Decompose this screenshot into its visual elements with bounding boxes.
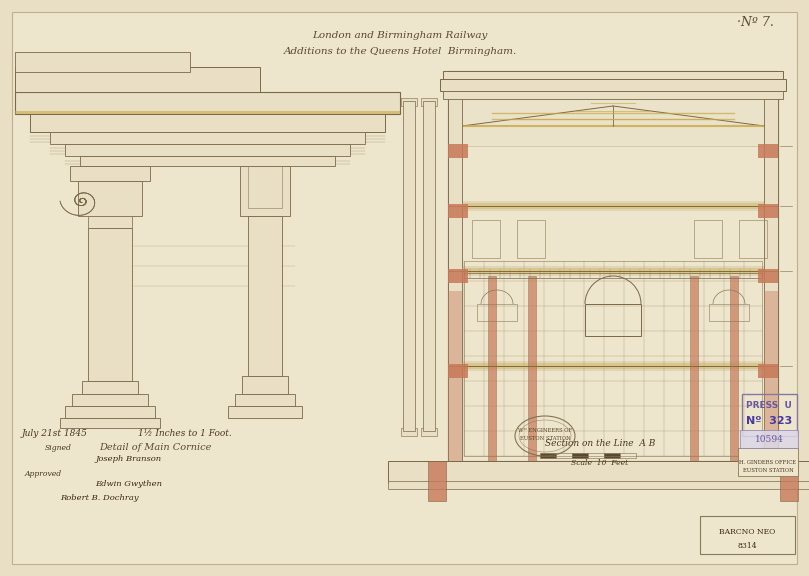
Bar (30, 114, 385, 132)
Bar (15, 67, 260, 92)
Text: EUSTON STATION: EUSTON STATION (743, 468, 794, 472)
Bar (448, 144, 468, 158)
Bar (240, 166, 290, 216)
Bar (764, 71, 778, 461)
Bar (758, 144, 778, 158)
Bar (464, 273, 762, 278)
Bar (694, 220, 722, 258)
Text: ·Nº 7.: ·Nº 7. (736, 17, 773, 29)
Text: Detail of Main Cornice: Detail of Main Cornice (99, 444, 211, 453)
Bar (248, 166, 282, 208)
Bar (780, 461, 798, 501)
Bar (448, 99, 778, 146)
Text: Section on the Line  A B: Section on the Line A B (544, 438, 655, 448)
Bar (462, 363, 764, 369)
Bar (540, 453, 556, 458)
Bar (588, 453, 604, 458)
Bar (690, 276, 698, 461)
Bar (448, 364, 468, 378)
Bar (758, 269, 778, 283)
Bar (709, 304, 749, 321)
Text: Approved: Approved (25, 470, 62, 478)
Text: Edwin Gwythen: Edwin Gwythen (95, 480, 162, 488)
Text: Wᴹ ENGINEERS OF: Wᴹ ENGINEERS OF (518, 427, 572, 433)
Bar (401, 98, 417, 106)
Bar (423, 101, 435, 431)
Bar (403, 101, 415, 431)
Bar (604, 453, 620, 458)
Bar (421, 428, 437, 436)
Bar (88, 216, 132, 228)
Bar (758, 364, 778, 378)
Bar (88, 228, 132, 381)
Bar (401, 428, 417, 436)
Bar (15, 52, 190, 72)
Bar (740, 430, 798, 448)
Text: Scale  10  Feet: Scale 10 Feet (571, 459, 629, 467)
Bar (742, 394, 797, 436)
Text: 8314: 8314 (737, 542, 756, 550)
Bar (65, 406, 155, 418)
Bar (448, 381, 462, 461)
Text: H. GINDERS OFFICE: H. GINDERS OFFICE (739, 460, 797, 464)
Bar (448, 291, 462, 381)
Text: PRESS  U: PRESS U (746, 401, 792, 411)
Bar (388, 481, 809, 489)
Bar (472, 220, 500, 258)
Bar (528, 276, 536, 461)
Bar (242, 376, 288, 394)
Bar (448, 71, 462, 461)
Bar (517, 220, 545, 258)
Bar (65, 144, 350, 156)
Bar (462, 203, 764, 209)
Bar (758, 204, 778, 218)
Text: July 21st 1845: July 21st 1845 (22, 430, 88, 438)
Bar (448, 269, 468, 283)
Text: Signed: Signed (45, 444, 72, 452)
Text: London and Birmingham Railway: London and Birmingham Railway (312, 32, 488, 40)
Bar (248, 216, 282, 376)
Bar (488, 276, 496, 461)
Bar (620, 453, 636, 458)
Bar (556, 453, 572, 458)
Text: Robert B. Dochray: Robert B. Dochray (60, 494, 138, 502)
Bar (70, 166, 150, 181)
Bar (60, 418, 160, 428)
Bar (388, 461, 809, 483)
Bar (477, 304, 517, 321)
Bar (72, 394, 148, 406)
Bar (739, 220, 767, 258)
Bar (443, 91, 783, 99)
Bar (700, 516, 795, 554)
Bar (448, 71, 778, 461)
Bar (464, 261, 762, 456)
Bar (462, 268, 764, 274)
Bar (15, 92, 400, 114)
Text: Additions to the Queens Hotel  Birmingham.: Additions to the Queens Hotel Birmingham… (283, 47, 517, 55)
Bar (235, 394, 295, 406)
Bar (82, 381, 138, 394)
Bar (80, 156, 335, 166)
Bar (78, 181, 142, 216)
Bar (738, 448, 798, 476)
Bar (585, 304, 641, 336)
Bar (572, 453, 588, 458)
Bar (440, 79, 786, 91)
Bar (15, 111, 400, 114)
Bar (730, 276, 738, 461)
Text: Nº  323: Nº 323 (746, 416, 792, 426)
Bar (228, 406, 302, 418)
Bar (428, 461, 446, 501)
Text: 1½ Inches to 1 Foot.: 1½ Inches to 1 Foot. (138, 430, 232, 438)
Bar (764, 291, 778, 381)
Bar (421, 98, 437, 106)
Text: BARCNO NEO: BARCNO NEO (719, 528, 775, 536)
Bar (443, 71, 783, 79)
Text: 10594: 10594 (755, 434, 783, 444)
Bar (764, 381, 778, 461)
Bar (448, 204, 468, 218)
Bar (50, 132, 365, 144)
Text: Joseph Branson: Joseph Branson (95, 455, 161, 463)
Text: EUSTON STATION: EUSTON STATION (519, 435, 570, 441)
